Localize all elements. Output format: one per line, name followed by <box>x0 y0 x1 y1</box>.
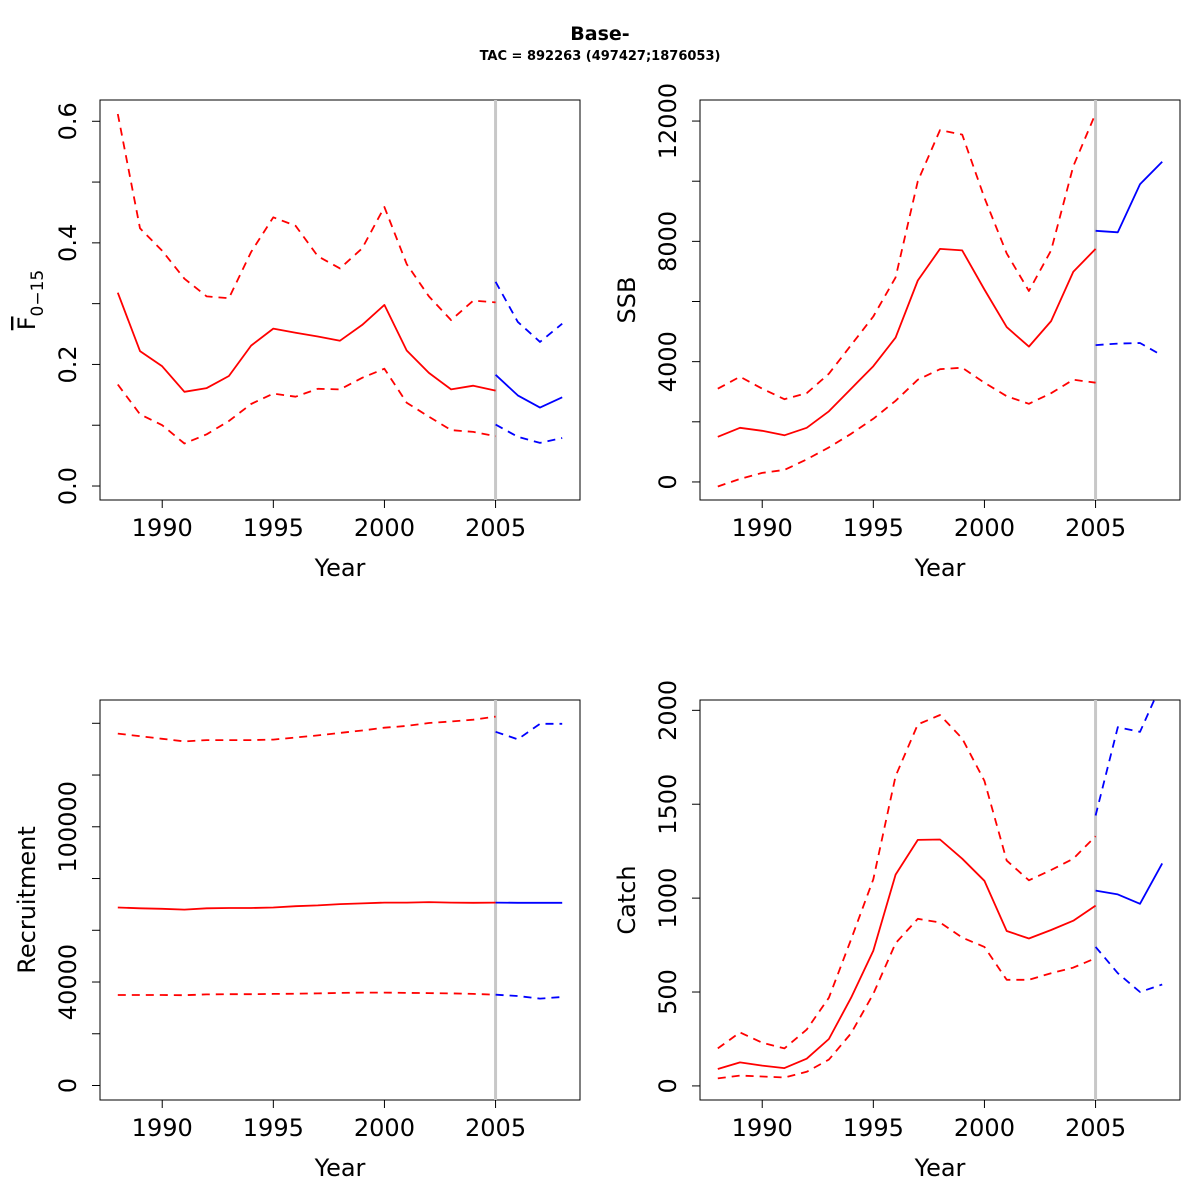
panels-group: 1990 1995 2000 20050.00.20.40.6YearF0−15199… <box>13 83 1181 1182</box>
y-tick-label: 12000 <box>654 83 682 159</box>
historical-ci-line <box>717 714 1097 1050</box>
panel-ssb: 1990 1995 2000 2005 0 4000 8000 12000 Year SSB <box>613 83 1181 582</box>
x-axis-label: Year <box>314 554 366 582</box>
x-tick-label: 2005 <box>1065 514 1126 542</box>
historical-ci-line <box>717 113 1097 401</box>
x-tick-label: 2005 <box>465 514 526 542</box>
y-tick-label: 1000 <box>654 868 682 929</box>
x-axis-label: Year <box>914 554 966 582</box>
historical-ci-line <box>117 991 496 997</box>
x-tick-label: 1990 <box>132 514 193 542</box>
y-axis-label: Catch <box>613 865 641 934</box>
historical-ci-line <box>117 367 496 445</box>
x-tick-label: 2000 <box>354 514 415 542</box>
projection-ci-line <box>495 993 563 1000</box>
plot-data <box>717 100 1163 500</box>
y-tick-label: 1500 <box>654 774 682 835</box>
y-axis-label-subscript: 0−15 <box>28 270 48 317</box>
x-tick-label: 1995 <box>843 1114 904 1142</box>
y-tick-label: 2000 <box>654 680 682 741</box>
projection-ci-line <box>495 423 563 444</box>
plot-frame <box>699 699 1181 1101</box>
x-tick-label: 1995 <box>243 514 304 542</box>
y-tick-label: 0 <box>654 1078 682 1093</box>
x-tick-label: 1995 <box>243 1114 304 1142</box>
panel-catch: 1990 1995 2000 2005 0 500 1000 1500 2000 Year Catc… <box>613 680 1181 1182</box>
x-tick-label: 2000 <box>954 1114 1015 1142</box>
y-tick-label: 500 <box>654 969 682 1015</box>
projection-median-line <box>1095 862 1163 905</box>
x-tick-label: 1995 <box>843 514 904 542</box>
x-axis-label: Year <box>914 1154 966 1182</box>
plot-frame <box>99 699 581 1101</box>
y-tick-label: 8000 <box>654 211 682 272</box>
y-tick-label: 0 <box>654 474 682 489</box>
historical-ci-line <box>717 917 1096 1080</box>
plot-frame <box>699 99 1181 501</box>
x-tick-label: 1990 <box>732 1114 793 1142</box>
figure-title: Base- <box>570 23 629 45</box>
projection-ci-line <box>494 281 563 343</box>
projection-median-line <box>1095 161 1163 234</box>
y-axis-label: F0−15 <box>13 270 48 331</box>
x-tick-label: 2000 <box>354 1114 415 1142</box>
x-tick-label: 1990 <box>132 1114 193 1142</box>
y-axis-label: SSB <box>613 277 641 324</box>
y-tick-label: 40000 <box>54 944 82 1020</box>
y-tick-label: 0.0 <box>54 467 82 505</box>
y-tick-label: 0.4 <box>54 224 82 262</box>
x-tick-label: 2005 <box>1065 1114 1126 1142</box>
historical-ci-line <box>116 113 496 322</box>
plot-frame <box>99 99 581 501</box>
historical-ci-line <box>117 715 496 743</box>
historical-ci-line <box>717 366 1096 488</box>
projection-ci-line <box>495 722 563 741</box>
historical-median-line <box>117 901 496 911</box>
x-axis-label: Year <box>314 1154 366 1182</box>
projection-median-line <box>494 374 563 409</box>
x-tick-label: 2005 <box>465 1114 526 1142</box>
projection-ci-line <box>1094 946 1163 993</box>
y-axis-label: Recruitment <box>13 826 41 973</box>
projection-ci-line <box>1095 342 1163 357</box>
x-tick-label: 1990 <box>732 514 793 542</box>
figure-subtitle: TAC = 892263 (497427;1876053) <box>480 49 721 64</box>
historical-median-line <box>717 838 1097 1070</box>
y-tick-label: 0 <box>54 1078 82 1093</box>
y-tick-label: 0.6 <box>54 102 82 140</box>
y-tick-label: 0.2 <box>54 345 82 383</box>
plot-data <box>116 100 563 500</box>
panel-fbar: 1990 1995 2000 2005 0.0 0.2 0.4 0.6 Year F0−15 <box>13 99 581 582</box>
historical-median-line <box>717 247 1097 438</box>
historical-median-line <box>116 292 496 393</box>
panel-recruitment: 1990 1995 2000 2005 0 40000 100000 Year Recruitm… <box>13 699 581 1182</box>
y-tick-label: 100000 <box>54 781 82 873</box>
projection-ci-line <box>1094 700 1156 816</box>
plot-data <box>117 700 563 1100</box>
y-axis-label-main: F <box>13 316 41 330</box>
x-tick-label: 2000 <box>954 514 1015 542</box>
y-tick-label: 4000 <box>654 331 682 392</box>
plot-data <box>717 700 1163 1100</box>
